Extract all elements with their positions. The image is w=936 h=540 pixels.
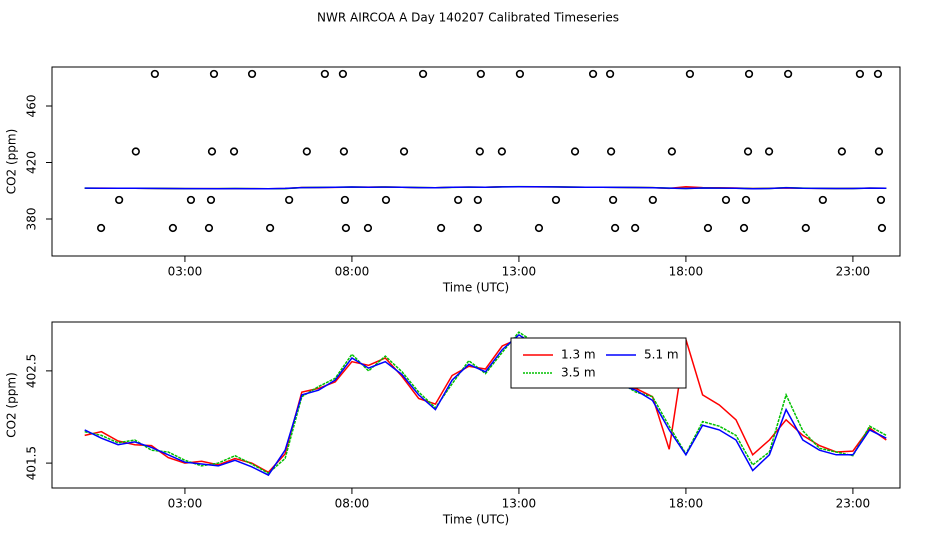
point — [784, 69, 793, 79]
point — [801, 223, 810, 233]
x-tick-label: 18:00 — [669, 497, 704, 511]
point — [454, 195, 463, 205]
point — [476, 69, 485, 79]
point — [338, 69, 348, 79]
point — [207, 147, 217, 156]
point — [131, 147, 140, 156]
point — [743, 147, 753, 156]
point — [609, 195, 618, 205]
point — [363, 223, 373, 233]
point — [473, 195, 482, 205]
point — [876, 195, 886, 205]
point — [551, 195, 561, 205]
point — [606, 147, 616, 156]
y-tick-label: 402.5 — [25, 354, 39, 388]
plot-frame — [51, 321, 901, 489]
legend-label: 5.1 m — [644, 348, 679, 362]
point — [436, 223, 446, 233]
chart-title: NWR AIRCOA A Day 140207 Calibrated Times… — [317, 11, 619, 25]
x-tick-label: 08:00 — [335, 265, 370, 279]
point — [340, 195, 350, 205]
x-axis-label: Time (UTC) — [442, 281, 509, 295]
point — [339, 147, 349, 156]
point — [265, 223, 275, 233]
x-tick-label: 13:00 — [502, 265, 537, 279]
point — [497, 147, 506, 156]
point — [570, 147, 580, 156]
point — [837, 147, 846, 156]
point — [209, 69, 219, 79]
point — [818, 195, 827, 205]
point — [667, 147, 676, 156]
series-line — [84, 333, 887, 477]
point — [204, 223, 214, 233]
y-tick-label: 380 — [25, 208, 39, 231]
legend-label: 3.5 m — [561, 366, 596, 380]
point — [764, 147, 774, 156]
series-line-overview — [84, 185, 887, 190]
y-tick-label: 401.5 — [25, 446, 39, 480]
x-tick-label: 03:00 — [168, 497, 203, 511]
point — [418, 69, 428, 79]
point — [744, 69, 754, 79]
point — [515, 69, 525, 79]
point — [855, 69, 865, 79]
x-axis-label: Time (UTC) — [442, 513, 509, 527]
point — [168, 223, 178, 233]
point — [381, 195, 391, 205]
x-tick-label: 23:00 — [836, 497, 871, 511]
point — [206, 195, 216, 205]
y-axis-label: CO2 (ppm) — [5, 129, 19, 195]
x-tick-label: 13:00 — [502, 497, 537, 511]
x-tick-label: 03:00 — [168, 265, 203, 279]
point — [247, 69, 257, 79]
point — [186, 195, 196, 205]
point — [320, 69, 329, 79]
plot-frame — [51, 66, 901, 257]
x-tick-label: 08:00 — [335, 497, 370, 511]
point — [473, 223, 482, 233]
y-tick-label: 420 — [25, 151, 39, 174]
legend-box — [510, 337, 687, 389]
point — [648, 195, 657, 205]
point — [399, 147, 409, 156]
point — [605, 69, 615, 79]
y-axis-label: CO2 (ppm) — [5, 372, 19, 438]
x-tick-label: 23:00 — [836, 265, 871, 279]
point — [873, 69, 883, 79]
point — [150, 69, 159, 79]
point — [877, 223, 887, 233]
y-tick-label: 460 — [25, 95, 39, 118]
series-line — [84, 331, 887, 475]
point — [534, 223, 544, 233]
point — [685, 69, 695, 79]
point — [115, 195, 124, 205]
point — [475, 147, 484, 156]
series-line — [84, 337, 887, 474]
point — [96, 223, 106, 233]
point — [721, 195, 731, 205]
point — [874, 147, 884, 156]
point — [739, 223, 749, 233]
legend-label: 1.3 m — [561, 348, 596, 362]
point — [302, 147, 311, 156]
point — [229, 147, 239, 156]
point — [631, 223, 640, 233]
point — [611, 223, 620, 233]
point — [341, 223, 351, 233]
point — [285, 195, 294, 205]
point — [703, 223, 713, 233]
x-tick-label: 18:00 — [669, 265, 704, 279]
point — [588, 69, 598, 79]
point — [741, 195, 751, 205]
